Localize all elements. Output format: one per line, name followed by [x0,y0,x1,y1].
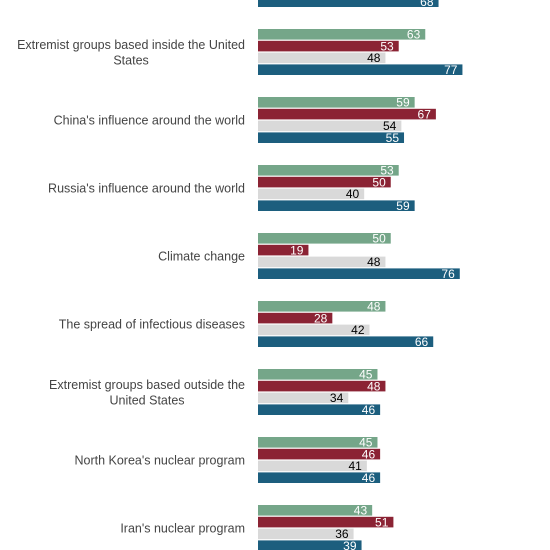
data-label: 48 [367,300,381,314]
bar [258,324,370,336]
bar [258,437,378,448]
bar [258,404,381,415]
bar [258,64,463,75]
data-label: 42 [351,323,365,337]
bar [258,505,373,516]
data-label: 67 [418,107,432,121]
bar [258,460,367,472]
bar [258,176,391,188]
bar [258,132,405,143]
data-label: 50 [372,175,386,189]
category-label: Extremist groups based inside the United… [17,38,245,68]
data-label: 45 [359,368,373,382]
data-label: 54 [383,119,397,133]
bar [258,97,415,108]
data-label: 63 [407,28,421,42]
data-label: 48 [367,51,381,65]
data-label: 53 [380,164,394,178]
category-label: Iran's nuclear program [120,522,245,536]
data-label: 68 [420,0,434,9]
data-label: 36 [335,527,349,541]
bar [258,233,391,244]
bar [258,516,394,528]
bar [258,188,365,200]
data-label: 48 [367,379,381,393]
category-label: Russia's influence around the world [48,182,245,196]
data-label: 59 [396,199,410,213]
bar [258,540,362,550]
data-label: 41 [348,459,362,473]
data-label: 43 [354,504,368,518]
bar [258,312,333,324]
bar [258,528,354,540]
data-label: 28 [314,311,328,325]
bar [258,165,399,176]
data-label: 53 [380,39,394,53]
data-label: 51 [375,515,389,529]
data-label: 66 [415,335,429,349]
bar [258,200,415,211]
data-label: 39 [343,539,357,550]
bar [258,244,309,256]
bar [258,52,386,64]
data-label: 48 [367,255,381,269]
bar [258,40,399,52]
data-label: 45 [359,436,373,450]
bar [258,392,349,404]
category-label: China's influence around the world [54,114,245,128]
category-label: The spread of infectious diseases [59,318,245,332]
bar [258,108,436,120]
bar [258,256,386,268]
bar [258,268,460,279]
data-label: 19 [290,243,304,257]
bar [258,380,386,392]
data-label: 50 [372,232,386,246]
bar [258,472,381,483]
data-label: 77 [444,63,458,77]
data-label: 55 [386,131,400,145]
data-label: 76 [441,267,455,281]
bar [258,301,386,312]
data-label: 59 [396,96,410,110]
data-label: 46 [362,403,376,417]
data-label: 40 [346,187,360,201]
data-label: 46 [362,471,376,485]
bar [258,336,434,347]
bar [258,369,378,380]
data-label: 34 [330,391,344,405]
bar [258,120,402,132]
category-label: Climate change [158,250,245,264]
data-label: 46 [362,447,376,461]
bar [258,0,439,8]
bar [258,29,426,40]
category-label: North Korea's nuclear program [74,454,245,468]
bar [258,448,381,460]
category-label: Extremist groups based outside the United… [49,378,245,408]
